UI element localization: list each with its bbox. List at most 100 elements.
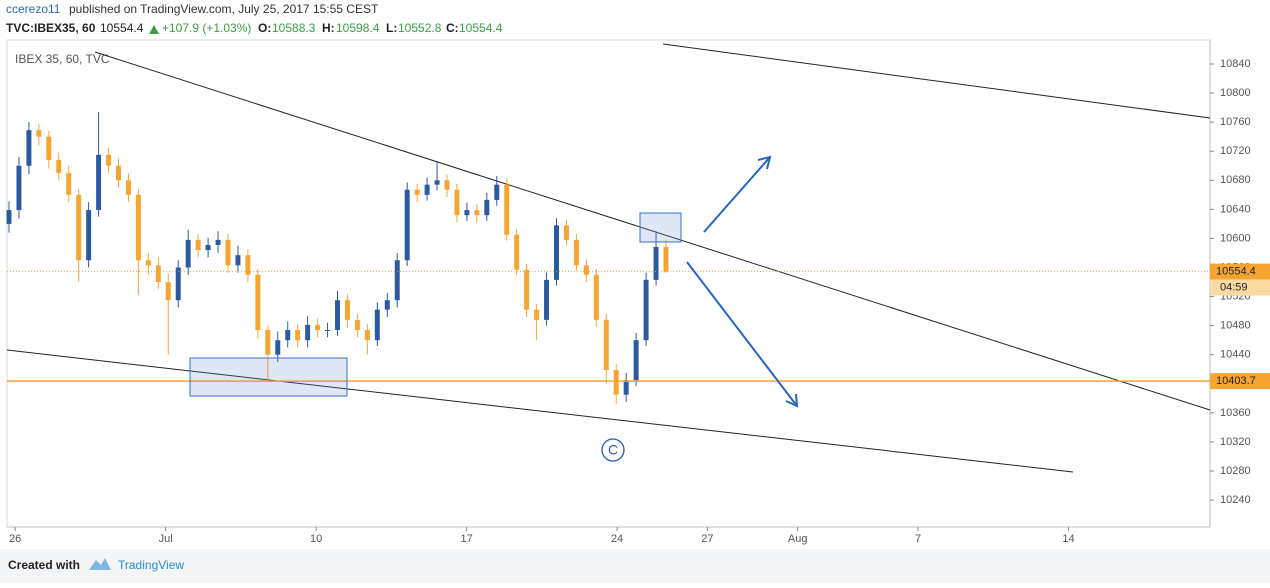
candle-body: [215, 239, 221, 245]
candle-body: [394, 260, 400, 301]
symbol: TVC:IBEX35, 60: [6, 21, 96, 35]
candle-body: [165, 282, 171, 301]
y-tick-label: 10800: [1220, 87, 1251, 99]
x-tick-label: 26: [9, 533, 21, 545]
open-label: O:: [258, 21, 271, 35]
level-tag: [1210, 373, 1270, 390]
candle-body: [46, 136, 52, 160]
open-value: 10588.3: [272, 21, 316, 35]
x-tick-label: Aug: [788, 533, 808, 545]
candle-body: [315, 324, 321, 331]
change: +107.9 (+1.03%): [162, 21, 251, 35]
candle-body: [6, 210, 12, 224]
arrow-down: [686, 261, 798, 407]
x-tick-label: 14: [1062, 533, 1074, 545]
candle-body: [116, 165, 121, 181]
candle-body: [16, 165, 22, 211]
candle-body: [534, 309, 540, 320]
candle-body: [544, 279, 550, 320]
countdown-tag: [1210, 279, 1270, 296]
candle-body: [504, 184, 510, 235]
candle-body: [484, 199, 490, 216]
candle-body: [444, 180, 450, 190]
candle-body: [36, 130, 42, 137]
arrow-head: [757, 155, 772, 170]
candle-body: [494, 184, 500, 200]
y-tick-label: 10240: [1220, 494, 1251, 506]
candle-body: [96, 154, 102, 211]
candle-body: [185, 239, 191, 268]
y-tick-label: 10440: [1220, 349, 1251, 361]
candle-body: [653, 246, 659, 280]
footer-brand: TradingView: [118, 558, 184, 572]
candle-body: [86, 210, 92, 261]
candle-body: [434, 180, 440, 185]
x-tick-label: 17: [460, 533, 472, 545]
y-tick-label: 10720: [1220, 145, 1251, 157]
candle-body: [384, 300, 390, 310]
wave-circle: [601, 438, 625, 462]
candle-body: [66, 173, 72, 195]
candle-body: [265, 330, 271, 355]
y-tick-label: 10480: [1220, 320, 1251, 332]
candle-body: [633, 340, 639, 381]
candle-body: [603, 319, 609, 370]
footer-bar: [0, 549, 1270, 583]
candle-body: [245, 255, 251, 275]
y-tick-label: 10640: [1220, 203, 1251, 215]
candle-body: [335, 300, 340, 331]
y-tick-label: 10760: [1220, 116, 1251, 128]
arrows: [686, 155, 799, 408]
trendline: [94, 51, 1211, 411]
candle-body: [663, 246, 669, 272]
candle-body: [26, 130, 32, 166]
candle-body: [175, 267, 181, 301]
trendline: [6, 349, 1074, 473]
high-value: 10598.4: [336, 21, 380, 35]
last-price-tag-label: 10554.4: [1216, 265, 1256, 277]
candle-body: [623, 380, 629, 395]
x-tick-label: 24: [611, 533, 623, 545]
candle-body: [573, 239, 579, 266]
low-label: L:: [386, 21, 397, 35]
candle-body: [514, 234, 520, 270]
x-tick-label: 7: [915, 533, 921, 545]
candle-body: [155, 265, 161, 283]
chart-title: IBEX 35, 60, TVC: [15, 52, 110, 66]
candle-body: [106, 154, 112, 166]
candle-body: [275, 340, 281, 355]
y-tick-label: 10280: [1220, 465, 1251, 477]
candle-body: [414, 189, 420, 195]
author: ccerezo11: [6, 2, 61, 16]
candle-body: [125, 180, 131, 195]
candle-body: [404, 189, 410, 261]
candle-body: [554, 225, 559, 280]
candle-body: [325, 330, 331, 332]
candle-body: [364, 330, 370, 341]
y-tick-label: 10320: [1220, 436, 1251, 448]
candle-body: [524, 269, 530, 310]
candle-body: [374, 309, 380, 341]
candle-body: [305, 324, 311, 341]
last-price: 10554.4: [100, 21, 144, 35]
candle-body: [135, 194, 141, 261]
close-label: C:: [446, 21, 459, 35]
candle-body: [593, 274, 599, 320]
wave-label: C: [608, 442, 618, 458]
candle-body: [225, 239, 231, 266]
low-value: 10552.8: [398, 21, 442, 35]
candle-body: [474, 210, 480, 216]
arrow-head: [785, 393, 799, 408]
candle-body: [235, 255, 241, 266]
candle-body: [344, 300, 350, 320]
arrow-up: [703, 156, 771, 233]
candle-body: [643, 279, 649, 341]
candle-body: [255, 274, 261, 331]
x-tick-label: 27: [701, 533, 713, 545]
candle-body: [76, 194, 82, 261]
candle-body: [583, 265, 589, 275]
x-tick-label: Jul: [159, 533, 173, 545]
level-tag-label: 10403.7: [1216, 375, 1256, 387]
candle-body: [285, 330, 291, 341]
